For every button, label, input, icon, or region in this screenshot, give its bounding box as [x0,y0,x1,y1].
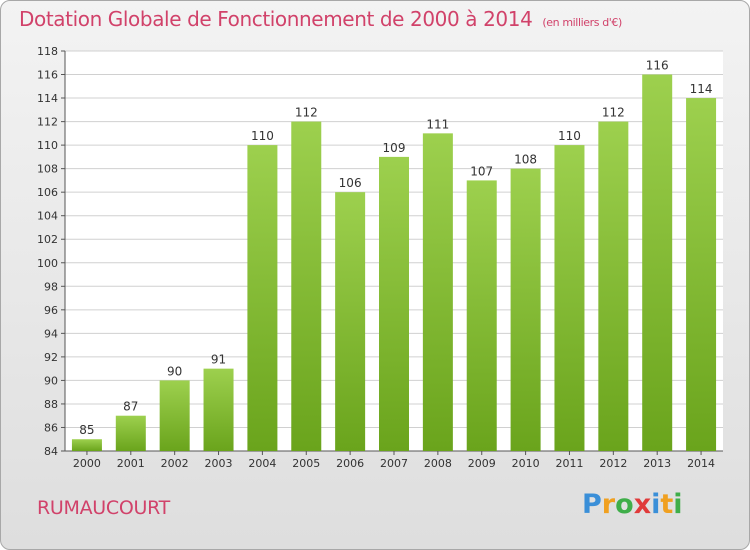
bar-value-label: 87 [123,400,138,414]
x-tick-label: 2004 [248,457,276,470]
chart-subtitle: (en milliers d'€) [542,16,622,29]
y-tick-label: 96 [44,304,58,317]
place-name: RUMAUCOURT [37,497,170,519]
chart-title-text: Dotation Globale de Fonctionnement de 20… [19,7,533,31]
bar-value-label: 114 [690,82,713,96]
x-tick-label: 2000 [73,457,101,470]
bar-value-label: 90 [167,364,182,378]
bar-value-label: 112 [602,106,625,120]
bar [642,74,673,451]
x-tick-label: 2009 [468,457,496,470]
bar-value-label: 110 [558,129,581,143]
bar [422,133,453,451]
bar [598,121,629,452]
x-tick-label: 2011 [555,457,583,470]
bar [554,145,585,451]
bar [115,415,146,451]
y-tick-label: 110 [37,139,58,152]
logo-letter: i [673,489,683,520]
x-tick-label: 2012 [599,457,627,470]
y-tick-label: 94 [44,327,58,340]
bar-value-label: 85 [79,423,94,437]
x-tick-label: 2001 [117,457,145,470]
y-tick-label: 116 [37,69,58,82]
y-tick-label: 102 [37,233,58,246]
y-tick-label: 86 [44,421,58,434]
bar [71,439,102,451]
bar-value-label: 110 [251,129,274,143]
logo-letter: P [582,489,602,520]
x-tick-label: 2008 [424,457,452,470]
bar-value-label: 108 [514,153,537,167]
x-tick-label: 2010 [512,457,540,470]
y-tick-label: 104 [37,210,58,223]
bar-value-label: 112 [295,106,318,120]
proxiti-logo: Proxiti [582,489,683,520]
x-tick-label: 2006 [336,457,364,470]
bar-value-label: 106 [339,176,362,190]
y-tick-label: 92 [44,351,58,364]
bar [686,98,717,451]
x-tick-label: 2014 [687,457,715,470]
bar [379,156,409,451]
y-tick-label: 114 [37,92,58,105]
bar [466,180,497,452]
bar-value-label: 111 [426,117,449,131]
bar-value-label: 107 [470,164,493,178]
bar-value-label: 116 [646,59,669,73]
logo-letter: o [615,489,634,520]
y-tick-label: 108 [37,163,58,176]
bar [203,368,234,451]
y-tick-label: 88 [44,398,58,411]
y-tick-label: 98 [44,280,58,293]
bar [510,168,541,451]
y-tick-label: 90 [44,374,58,387]
bar [335,192,366,452]
x-tick-label: 2007 [380,457,408,470]
logo-letter: t [660,489,674,520]
logo-letter: x [633,489,652,520]
bar-value-label: 109 [383,141,406,155]
y-tick-label: 112 [37,116,58,129]
x-tick-label: 2002 [161,457,189,470]
chart-title: Dotation Globale de Fonctionnement de 20… [19,7,622,31]
x-tick-label: 2003 [205,457,233,470]
y-tick-label: 118 [37,45,58,58]
y-tick-label: 84 [44,445,58,458]
x-tick-label: 2013 [643,457,671,470]
bar [247,145,278,451]
bar [291,121,322,452]
logo-letter: i [651,489,661,520]
y-tick-label: 106 [37,186,58,199]
x-tick-label: 2005 [292,457,320,470]
logo-letter: r [601,489,616,520]
bar-value-label: 91 [211,353,226,367]
y-tick-label: 100 [37,257,58,270]
bar [159,380,190,451]
